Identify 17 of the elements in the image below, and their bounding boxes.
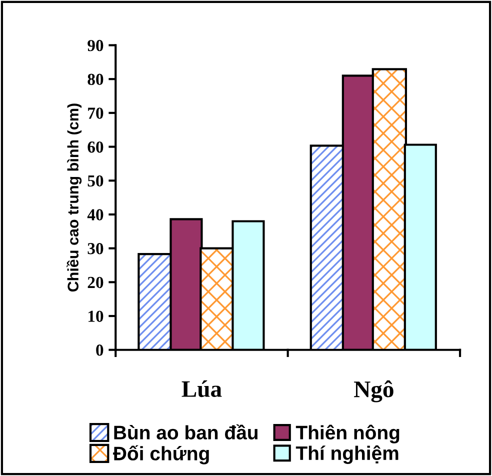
x-tick-label: Lúa (182, 380, 222, 398)
y-axis-title: Chiều cao trung bình (cm) (66, 104, 82, 292)
legend-label: Thiên nông (296, 424, 400, 444)
y-tick-label: 40 (87, 209, 104, 220)
y-tick-label: 0 (96, 344, 104, 356)
y-tick-label: 70 (88, 108, 104, 119)
y-tick-label: 60 (88, 141, 104, 153)
x-tick-label: Ngô (354, 380, 394, 402)
legend-label: Bùn ao ban đầu (114, 424, 258, 440)
legend-label: Đối chứng (113, 445, 209, 464)
legend-label: Thí nghiệm (296, 445, 398, 464)
y-tick-label: 20 (88, 276, 104, 288)
y-tick-label: 50 (88, 175, 104, 187)
y-tick-label: 30 (88, 243, 104, 254)
y-tick-label: 10 (88, 310, 104, 322)
y-tick-label: 80 (88, 74, 104, 86)
y-tick-label: 90 (88, 40, 104, 52)
